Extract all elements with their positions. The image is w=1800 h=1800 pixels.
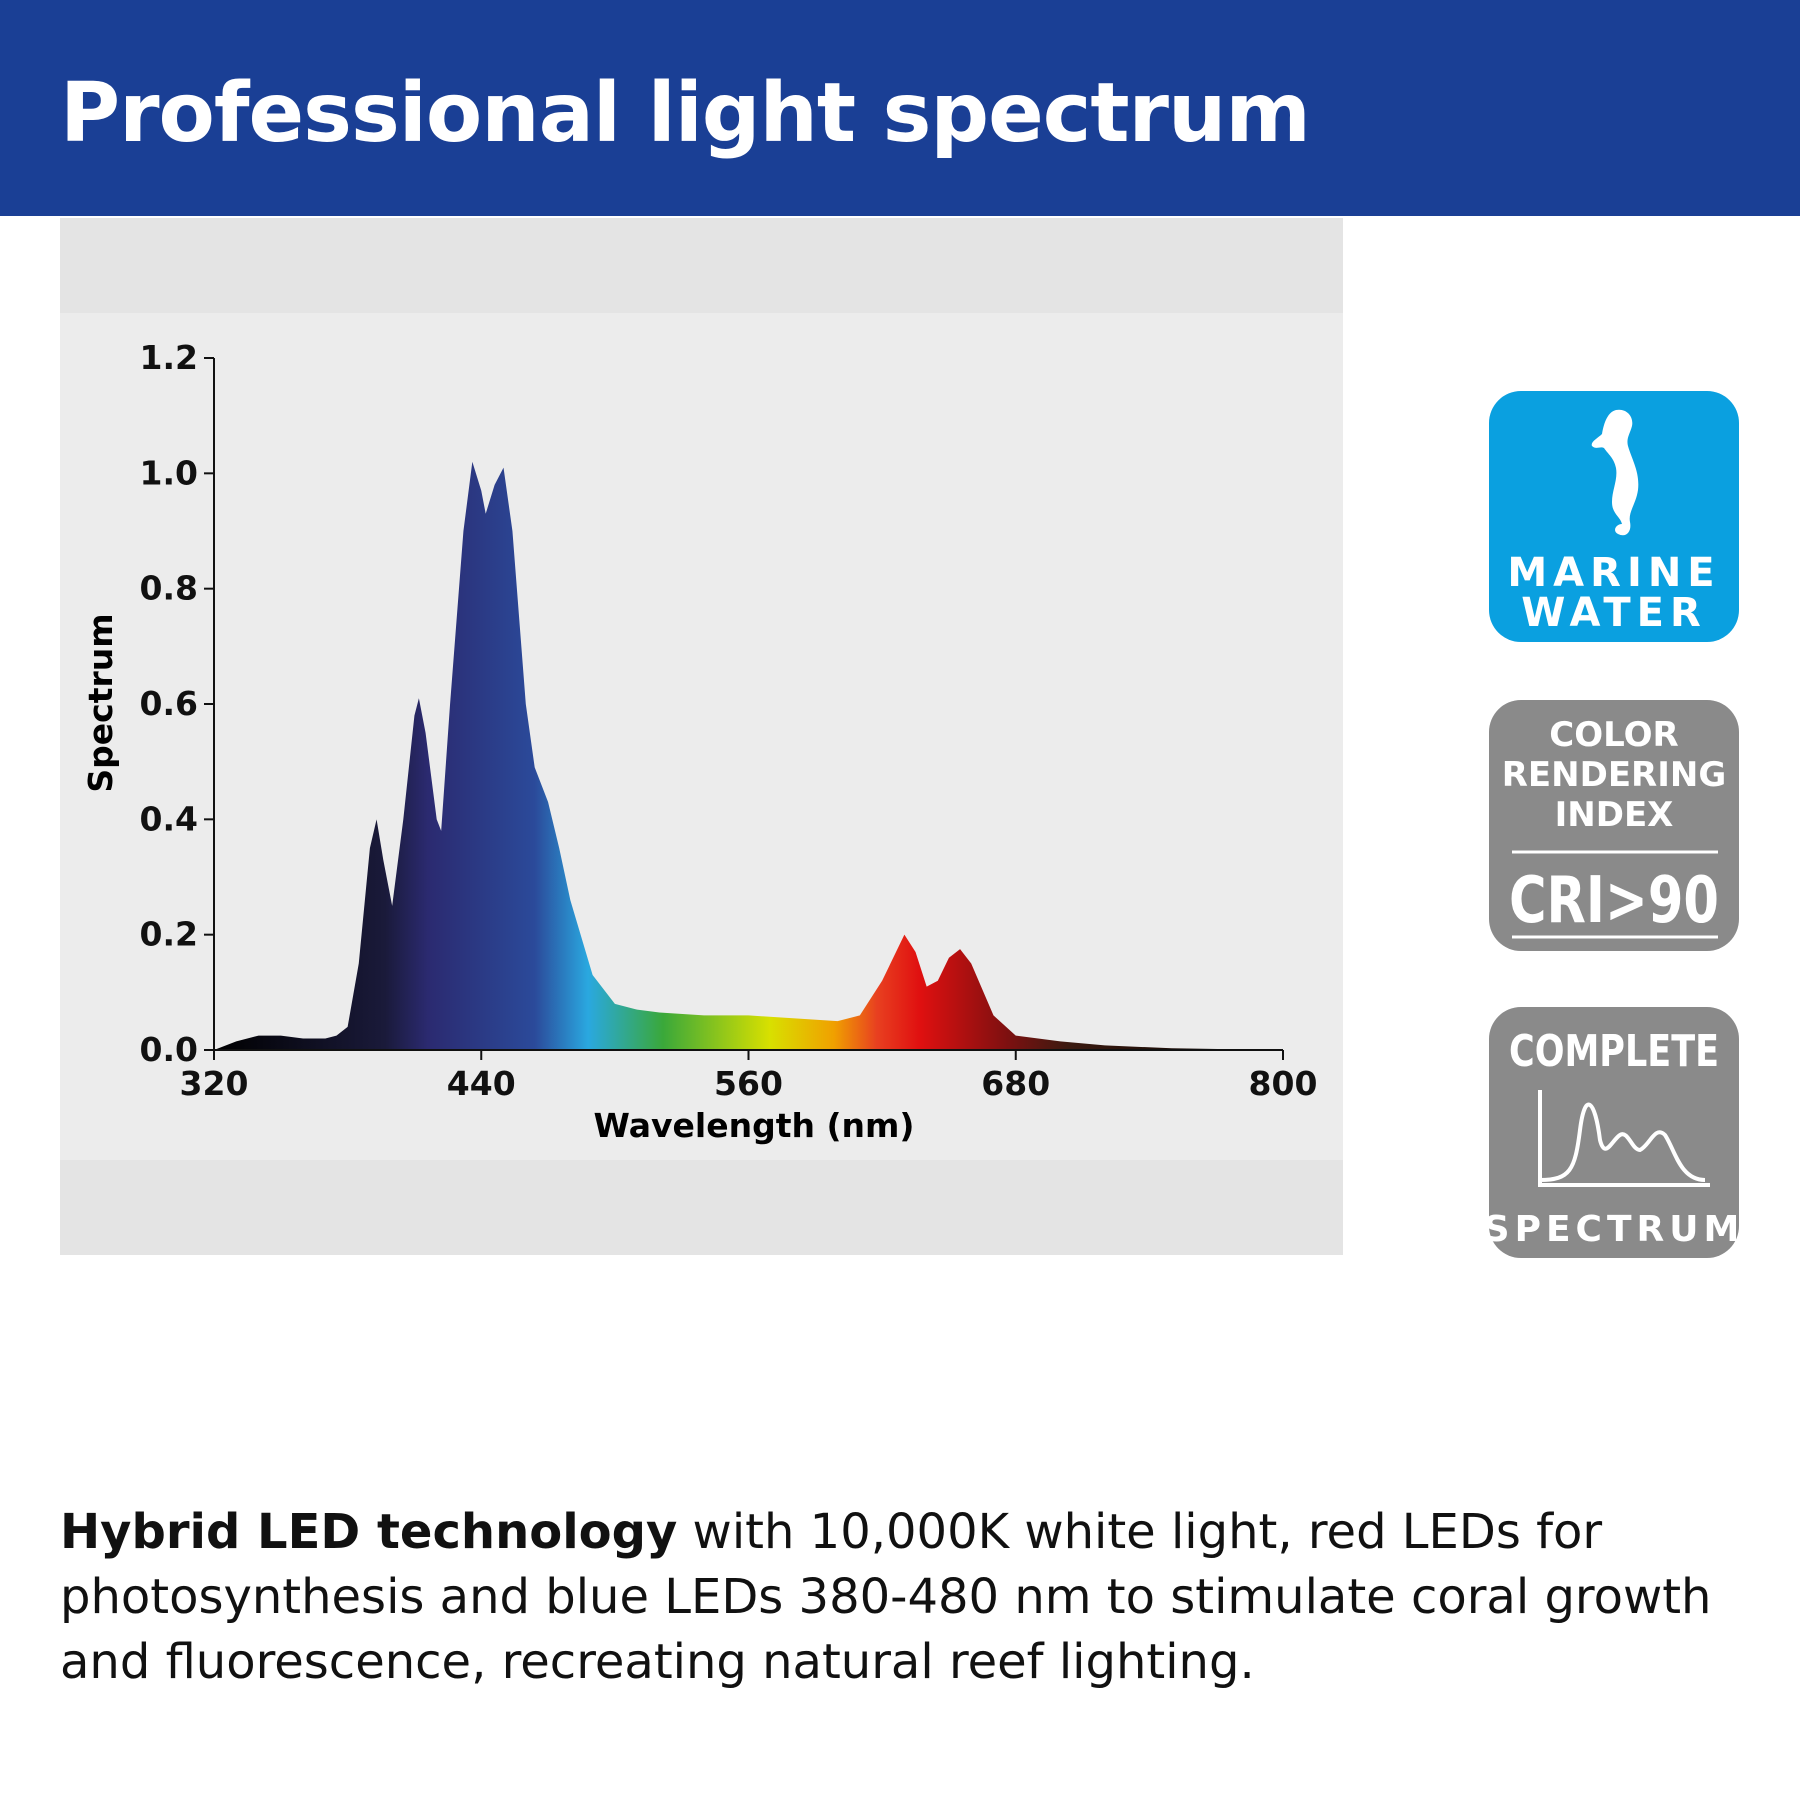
description-text: with 10,000K white light, red LEDs for p…	[60, 1504, 1712, 1690]
badge-text: WATER	[1521, 590, 1707, 636]
badges: MARINE WATER COLOR RENDERING INDEX CRI>9…	[1484, 391, 1745, 1258]
seahorse-icon	[1591, 409, 1639, 536]
badge-value: CRI>90	[1509, 864, 1719, 938]
y-tick-label: 0.4	[140, 799, 198, 838]
spectrum-icon	[1538, 1090, 1710, 1187]
badge-bg	[1489, 700, 1739, 951]
badge-text: RENDERING	[1502, 755, 1727, 795]
badge-spectrum: COMPLETE SPECTRUM	[1484, 1007, 1745, 1258]
header: Professional light spectrum	[0, 0, 1800, 216]
badge-text: COMPLETE	[1509, 1026, 1719, 1077]
badge-text: INDEX	[1555, 795, 1674, 835]
badge-text: COLOR	[1549, 715, 1678, 755]
badge-cri: COLOR RENDERING INDEX CRI>90	[1489, 700, 1739, 951]
badge-bg	[1489, 391, 1739, 642]
y-axis-label: Spectrum	[81, 613, 120, 792]
x-tick-label: 800	[1249, 1064, 1318, 1103]
description-bold: Hybrid LED technology	[60, 1504, 678, 1560]
title: Professional light spectrum	[60, 66, 1311, 161]
x-axis-label: Wavelength (nm)	[594, 1106, 915, 1145]
y-tick-label: 0.6	[140, 684, 198, 723]
x-tick-label: 320	[180, 1064, 249, 1103]
description: Hybrid LED technology with 10,000K white…	[60, 1500, 1720, 1695]
y-tick-label: 1.2	[140, 338, 198, 377]
y-tick-label: 0.0	[140, 1030, 198, 1069]
y-tick-label: 1.0	[140, 453, 198, 492]
badge-text: SPECTRUM	[1484, 1209, 1745, 1250]
x-tick-label: 560	[714, 1064, 783, 1103]
badge-text: MARINE	[1507, 550, 1720, 596]
chart: Spectrum Wavelength (nm) 0.0 0.2 0.4 0.6 0.8…	[60, 218, 1343, 1255]
y-tick-label: 0.8	[140, 569, 198, 608]
badge-marine: MARINE WATER	[1489, 391, 1739, 642]
spectrum-area	[214, 461, 1283, 1050]
y-tick-label: 0.2	[140, 915, 198, 954]
x-tick-label: 440	[447, 1064, 516, 1103]
badge-bg	[1489, 1007, 1739, 1258]
x-tick-label: 680	[981, 1064, 1050, 1103]
